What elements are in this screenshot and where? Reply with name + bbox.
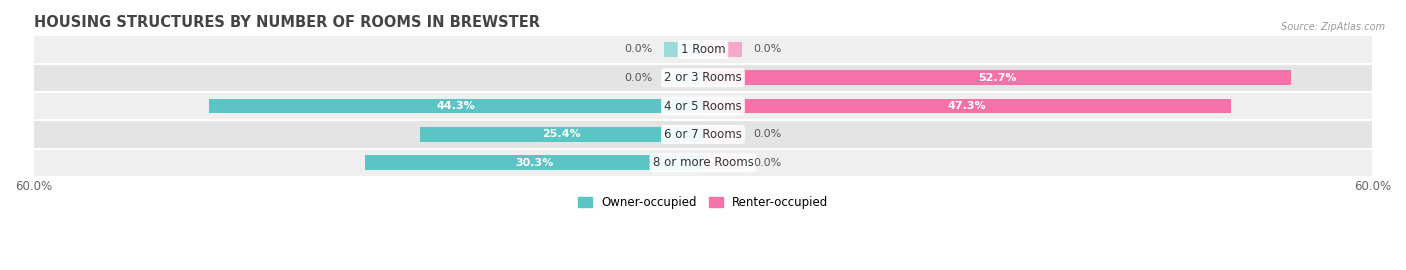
Text: 30.3%: 30.3% — [515, 158, 553, 168]
Text: 2 or 3 Rooms: 2 or 3 Rooms — [664, 71, 742, 84]
Text: 44.3%: 44.3% — [436, 101, 475, 111]
Text: Source: ZipAtlas.com: Source: ZipAtlas.com — [1281, 22, 1385, 32]
Bar — [34, 35, 1372, 64]
Text: 8 or more Rooms: 8 or more Rooms — [652, 156, 754, 169]
Text: 47.3%: 47.3% — [948, 101, 986, 111]
Text: 0.0%: 0.0% — [754, 45, 782, 55]
Text: 0.0%: 0.0% — [624, 73, 652, 83]
Bar — [34, 64, 1372, 92]
Text: 52.7%: 52.7% — [977, 73, 1017, 83]
Text: 0.0%: 0.0% — [754, 129, 782, 139]
Bar — [208, 99, 703, 113]
Text: 0.0%: 0.0% — [754, 158, 782, 168]
Bar — [703, 99, 1230, 113]
Text: 6 or 7 Rooms: 6 or 7 Rooms — [664, 128, 742, 141]
Bar — [703, 42, 742, 57]
Text: HOUSING STRUCTURES BY NUMBER OF ROOMS IN BREWSTER: HOUSING STRUCTURES BY NUMBER OF ROOMS IN… — [34, 15, 540, 30]
Text: 1 Room: 1 Room — [681, 43, 725, 56]
Bar — [703, 156, 742, 170]
Bar — [34, 92, 1372, 120]
Text: 0.0%: 0.0% — [624, 45, 652, 55]
Bar — [366, 156, 703, 170]
Bar — [419, 127, 703, 142]
Bar — [34, 120, 1372, 148]
Bar — [703, 70, 1291, 85]
Bar — [703, 127, 742, 142]
Legend: Owner-occupied, Renter-occupied: Owner-occupied, Renter-occupied — [572, 191, 834, 214]
Bar — [34, 148, 1372, 177]
Text: 4 or 5 Rooms: 4 or 5 Rooms — [664, 100, 742, 113]
Bar — [664, 70, 703, 85]
Text: 25.4%: 25.4% — [541, 129, 581, 139]
Bar — [664, 42, 703, 57]
